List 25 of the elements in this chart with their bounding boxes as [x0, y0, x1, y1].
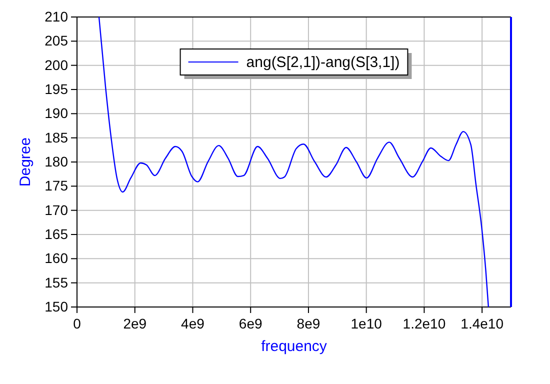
x-tick-label: 1.2e10 — [402, 316, 446, 332]
x-tick-label: 2e9 — [123, 316, 147, 332]
y-tick-label: 205 — [44, 32, 68, 49]
y-tick-label: 165 — [44, 226, 68, 242]
y-tick-label: 190 — [44, 105, 68, 122]
x-tick-label: 4e9 — [181, 316, 205, 332]
x-tick-label: 0 — [73, 316, 82, 332]
x-tick-label: 1e10 — [350, 316, 382, 332]
y-tick-label: 150 — [44, 298, 68, 314]
line-series — [98, 16, 490, 308]
x-tick-label: 1.4e10 — [460, 316, 504, 332]
y-axis-title: Degree — [17, 137, 34, 187]
y-tick-label: 170 — [44, 202, 68, 218]
y-tick-label: 155 — [44, 274, 68, 290]
x-tick-label: 8e9 — [296, 316, 320, 332]
x-tick-label: 6e9 — [238, 316, 262, 332]
legend-label: ang(S[2,1])-ang(S[3,1]) — [246, 54, 400, 71]
y-tick-label: 160 — [44, 250, 68, 266]
y-tick-label: 175 — [44, 178, 68, 194]
y-tick-label: 185 — [44, 129, 68, 146]
x-axis-title: frequency — [261, 338, 328, 355]
y-tick-label: 210 — [44, 8, 68, 24]
y-tick-label: 180 — [44, 153, 68, 170]
y-tick-label: 200 — [44, 56, 68, 73]
y-tick-label: 195 — [44, 80, 68, 97]
